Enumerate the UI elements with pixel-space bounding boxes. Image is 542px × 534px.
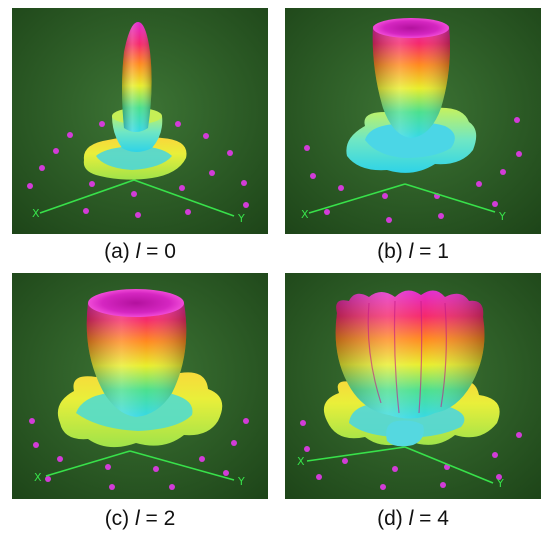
caption-value: = 4 [413,507,449,530]
pattern-panel-b: X Y [285,8,541,234]
radiation-pattern [83,22,187,180]
caption-label: (b) [377,240,409,263]
caption-c: (c) l = 2 [12,504,268,534]
radiation-pattern [57,289,223,448]
caption-label: (d) [377,507,409,530]
caption-variable: l [408,507,414,530]
caption-variable: l [135,507,140,530]
y-axis-label: Y [498,210,506,223]
radiation-pattern [323,290,500,447]
caption-a: (a) l = 0 [12,237,268,267]
pattern-figure-d: X Y [285,273,541,499]
pattern-panel-d: X Y [285,273,541,499]
axis-lines [306,446,494,484]
marker-ring [304,117,522,223]
pattern-figure-c: X Y [12,273,268,499]
marker-ring [27,121,249,218]
pattern-panel-a: X Y [12,8,268,234]
marker-ring [29,418,249,490]
x-axis-label: X [297,455,305,468]
axis-lines [45,450,235,481]
y-axis-label: Y [237,475,245,488]
caption-value: = 0 [140,240,176,263]
caption-b: (b) l = 1 [285,237,541,267]
y-axis-label: Y [496,477,504,490]
axis-lines [39,179,235,217]
axis-lines [308,183,496,214]
y-axis-label: Y [237,212,245,225]
pattern-figure-b: X Y [285,8,541,234]
pattern-panel-c: X Y [12,273,268,499]
x-axis-label: X [301,208,309,221]
caption-variable: l [135,240,141,263]
radiation-pattern [346,18,477,173]
x-axis-label: X [34,471,42,484]
caption-label: (a) [104,240,136,263]
x-axis-label: X [32,207,40,220]
caption-variable: l [408,240,414,263]
caption-value: = 2 [139,507,176,530]
pattern-figure-a: X Y [12,8,268,234]
caption-d: (d) l = 4 [285,504,541,534]
caption-value: = 1 [413,240,449,263]
caption-label: (c) [104,507,136,530]
